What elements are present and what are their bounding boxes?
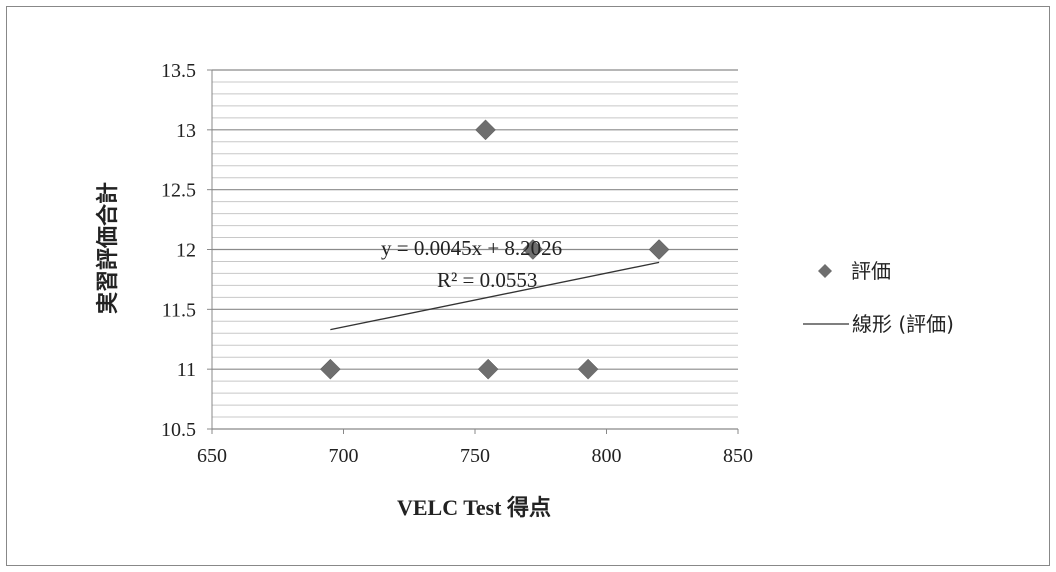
trendline-equation: y = 0.0045x + 8.2026: [381, 236, 562, 260]
x-tick-label: 650: [197, 445, 227, 467]
legend: 評価 線形 (評価): [803, 259, 954, 336]
y-tick-labels: 10.5 11 11.5 12 12.5 13 13.5: [161, 60, 196, 441]
x-tick-label: 800: [592, 445, 622, 467]
y-axis-title: 実習評価合計: [95, 182, 120, 314]
data-point: [648, 239, 670, 260]
x-tick-label: 850: [723, 445, 753, 467]
tick-marks: [207, 69, 739, 434]
legend-label-series: 評価: [851, 259, 891, 283]
x-axis-title: VELC Test 得点: [397, 495, 551, 520]
data-points: [319, 119, 670, 380]
x-tick-label: 700: [329, 445, 359, 467]
y-tick-label: 12.5: [161, 180, 196, 202]
x-tick-label: 750: [460, 445, 490, 467]
y-tick-label: 11.5: [162, 299, 196, 321]
y-tick-label: 11: [177, 359, 196, 381]
y-tick-label: 13.5: [161, 60, 196, 82]
minor-gridlines: [212, 81, 738, 418]
x-tick-labels: 650 700 750 800 850: [197, 445, 753, 467]
y-tick-label: 13: [176, 120, 196, 142]
data-point: [577, 358, 599, 380]
y-tick-label: 12: [176, 240, 196, 262]
trendline: [330, 261, 660, 331]
chart-frame: 10.5 11 11.5 12 12.5 13 13.5 650 700 750 800 850 y…: [6, 6, 1050, 566]
data-point: [475, 119, 496, 141]
data-point: [522, 239, 544, 260]
y-tick-label: 10.5: [161, 419, 196, 441]
trendline-r-squared: R² = 0.0553: [437, 268, 537, 292]
legend-diamond-marker: [818, 264, 832, 278]
data-point: [319, 358, 341, 380]
scatter-chart: 10.5 11 11.5 12 12.5 13 13.5 650 700 750 800 850 y…: [95, 60, 954, 520]
data-point: [477, 358, 499, 380]
legend-label-trendline: 線形 (評価): [852, 312, 954, 336]
